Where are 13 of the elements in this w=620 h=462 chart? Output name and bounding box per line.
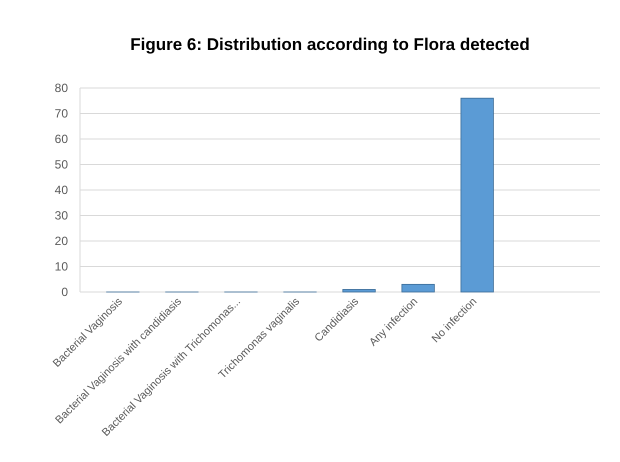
y-tick-label: 70 (54, 106, 68, 121)
y-tick-label: 80 (54, 81, 68, 96)
y-tick-label: 0 (61, 285, 68, 300)
y-tick-label: 40 (54, 183, 68, 198)
bar (401, 284, 435, 292)
y-tick-label: 20 (54, 234, 68, 248)
y-tick-label: 50 (54, 158, 68, 172)
bar (342, 289, 376, 292)
y-tick-label: 10 (54, 260, 68, 274)
bar (460, 98, 494, 292)
chart-title: Figure 6: Distribution according to Flora detected (130, 35, 530, 54)
y-tick-label: 30 (54, 208, 68, 223)
y-tick-label: 60 (54, 132, 68, 146)
